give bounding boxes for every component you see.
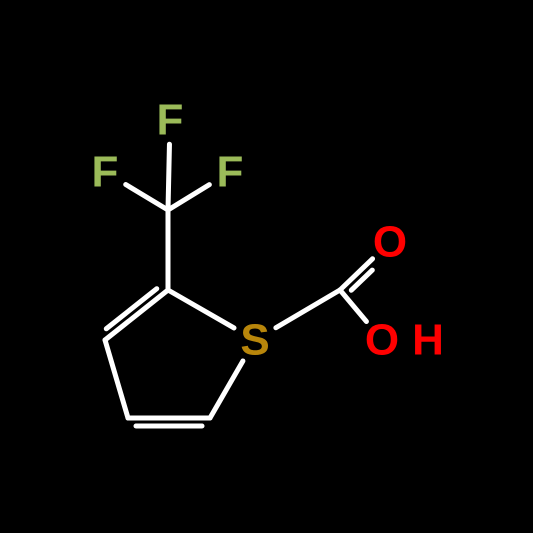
- atom-O1: O: [373, 218, 407, 267]
- molecule-diagram: FFFOSOH: [0, 0, 533, 533]
- atom-F1: F: [157, 96, 184, 145]
- bond-line: [105, 290, 168, 340]
- atom-F3: F: [217, 148, 244, 197]
- bond-line: [210, 361, 243, 418]
- bond-line: [168, 144, 169, 210]
- bond-line: [276, 290, 340, 328]
- atom-S: S: [240, 316, 269, 365]
- bond-line: [106, 289, 156, 329]
- atom-F2: F: [92, 148, 119, 197]
- atom-OH_H: H: [412, 316, 444, 365]
- bond-line: [105, 340, 128, 418]
- bond-line: [168, 290, 234, 328]
- bond-line: [126, 184, 168, 210]
- bond-line: [340, 290, 366, 321]
- atom-OH_O: O: [365, 316, 399, 365]
- bond-line: [168, 185, 209, 210]
